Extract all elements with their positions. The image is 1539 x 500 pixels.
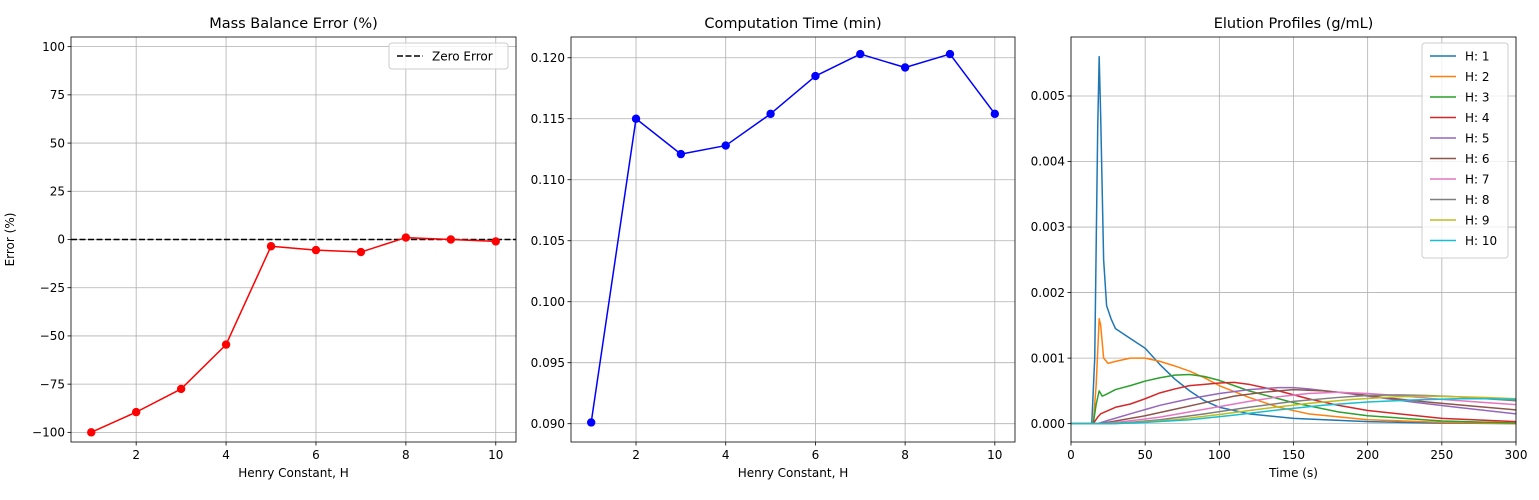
y-tick-label: −50 [40,329,65,343]
x-tick-label: 200 [1356,448,1379,462]
x-tick-label: 10 [987,448,1002,462]
data-point [356,247,366,257]
data-point [676,149,686,159]
data-point [266,242,276,251]
y-tick-label: 50 [50,136,65,150]
chart-title: Mass Balance Error (%) [209,16,378,32]
y-tick-label: 0 [57,233,65,247]
x-tick-label: 10 [488,448,503,462]
data-point [900,63,910,72]
y-tick-label: 0.002 [1031,286,1065,300]
data-point [945,49,955,59]
x-tick-label: 8 [402,448,410,462]
x-tick-label: 2 [132,448,140,462]
y-tick-label: −100 [32,426,65,440]
legend-label: H: 2 [1465,70,1490,84]
y-tick-label: 0.003 [1031,220,1065,234]
x-tick-label: 300 [1505,448,1528,462]
x-tick-label: 50 [1138,448,1153,462]
legend: H: 1 H: 2 H: 3 H: 4 H: 5 H: 6 H: 7 H: 8 H: 9 H: 1… [1421,42,1509,259]
y-tick-label: 100 [42,40,65,54]
y-axis-label: Error (%) [3,213,17,267]
legend-label: H: 6 [1465,152,1490,166]
y-tick-label: 0.120 [531,51,565,65]
x-tick-label: 100 [1208,448,1231,462]
data-point [631,114,641,123]
y-tick-label: 25 [50,184,65,198]
legend-label: H: 8 [1465,193,1490,207]
y-tick-label: 0.000 [1031,417,1065,431]
plot-area [1071,55,1516,425]
legend-label: H: 5 [1465,132,1490,146]
x-tick-label: 6 [812,448,820,462]
y-tick-label: 0.110 [531,173,565,187]
y-tick-label: 0.001 [1031,351,1065,365]
legend-label: H: 7 [1465,173,1490,187]
series-line-5 [1071,386,1516,425]
x-axis-label: Time (s) [1268,466,1318,480]
chart-title: Elution Profiles (g/mL) [1214,16,1374,32]
y-tick-label: 0.004 [1031,155,1065,169]
x-tick-label: 4 [722,448,730,462]
data-point [446,235,456,244]
series-line-7 [1071,391,1516,425]
data-point [311,245,321,255]
y-tick-label: 0.095 [531,356,565,370]
series-line-3 [1071,373,1516,425]
x-tick-label: 150 [1282,448,1305,462]
plot-area [71,233,516,437]
data-point [491,237,500,246]
y-tick-label: 0.005 [1031,89,1065,103]
legend-label: H: 10 [1465,234,1497,248]
y-tick-label: 75 [50,88,65,102]
y-tick-label: 0.105 [531,234,565,248]
y-tick-label: 0.115 [531,112,565,126]
data-point [811,71,820,81]
chart-title: Computation Time (min) [704,16,881,32]
x-tick-label: 4 [222,448,230,462]
legend-label: H: 4 [1465,111,1490,125]
legend-label: H: 9 [1465,214,1490,228]
data-point [990,109,1000,119]
series-line-2 [1071,318,1516,425]
legend-label: H: 3 [1465,91,1490,105]
x-axis-label: Henry Constant, H [738,466,848,480]
x-tick-label: 8 [901,448,909,462]
data-point [586,418,596,427]
data-point [131,407,141,417]
y-tick-label: −25 [40,281,65,295]
chart-2: 2 4 6 8 10 0.090 0.095 0.100 0.105 0.110 0.115 0.12… [531,16,1016,480]
y-tick-label: 0.090 [531,417,565,431]
series-line-10 [1071,398,1516,425]
data-point [401,233,411,242]
legend: Zero Error [388,42,509,70]
x-tick-label: 250 [1430,448,1453,462]
chart-1: 2 4 6 8 10 −100 −75 −50 −25 0 25 50 75 100 Mass Balanc… [3,16,517,480]
series-line-1 [90,236,496,434]
x-tick-label: 2 [632,448,640,462]
data-point [766,109,775,119]
series-line-1 [1071,55,1516,425]
legend-frame [388,42,509,70]
series-line-4 [1071,381,1516,425]
legend-label: H: 1 [1465,50,1490,64]
legend-label: Zero Error [432,50,493,64]
chart-3: 0 50 100 150 200 250 300 0.000 0.001 0.002 0.003 0.… [1031,16,1528,480]
plot-area [586,49,1000,427]
x-axis-label: Henry Constant, H [238,466,348,480]
y-tick-label: −75 [40,377,65,391]
x-tick-label: 0 [1067,448,1075,462]
data-point [176,384,186,394]
data-point [721,141,730,150]
axes-frame [570,36,1016,443]
x-tick-label: 6 [312,448,320,462]
data-point [856,49,865,59]
data-point [221,340,231,349]
data-point [87,428,96,437]
y-tick-label: 0.100 [531,295,565,309]
series-line-1 [590,53,996,423]
